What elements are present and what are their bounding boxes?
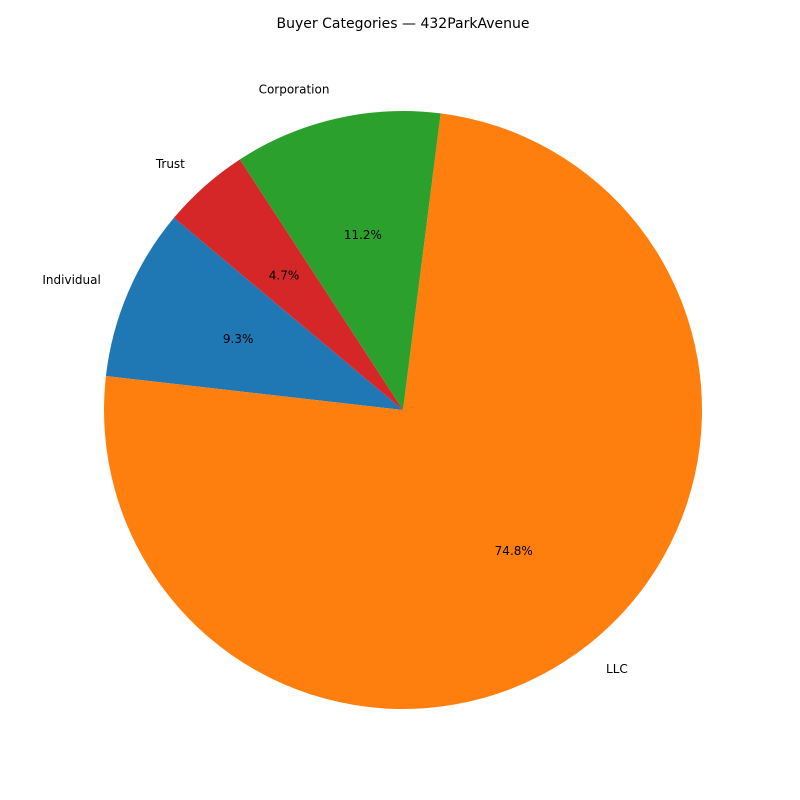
pie-slice-individual xyxy=(105,217,404,410)
slice-percent-llc: 74.8% xyxy=(495,544,533,558)
pie-labels: Individual 9.3% LLC 74.8% Corporation 11.2% Tr… xyxy=(42,82,627,675)
pie-slice-corporation xyxy=(239,111,441,410)
slice-percent-individual: 9.3% xyxy=(223,332,254,346)
slice-label-individual: Individual xyxy=(42,273,100,287)
slice-label-trust: Trust xyxy=(155,157,185,171)
slice-label-llc: LLC xyxy=(606,662,628,676)
pie-slice-llc xyxy=(103,113,702,710)
chart-title: Buyer Categories — 432ParkAvenue xyxy=(277,16,530,32)
pie-slices xyxy=(103,111,702,710)
slice-percent-trust: 4.7% xyxy=(269,269,300,283)
pie-slice-trust xyxy=(173,159,403,410)
slice-percent-corporation: 11.2% xyxy=(344,228,382,242)
slice-label-corporation: Corporation xyxy=(259,82,330,96)
